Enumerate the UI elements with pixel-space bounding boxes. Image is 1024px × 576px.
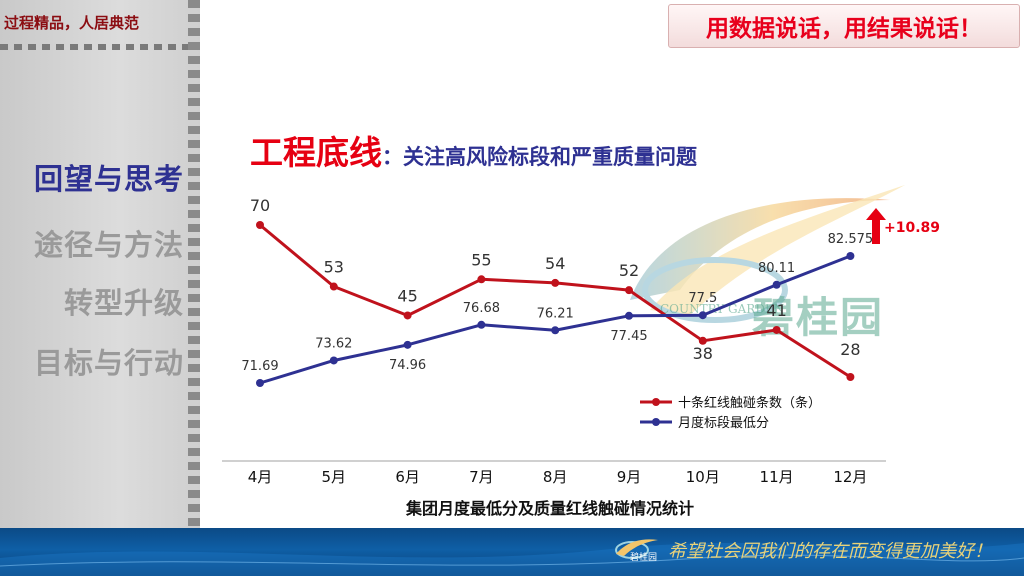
x-tick-label: 9月 [617, 468, 642, 486]
callout-increase: +10.89 [884, 220, 941, 236]
x-tick-label: 12月 [833, 468, 867, 486]
data-label: 82.575 [828, 232, 874, 247]
footer-logo-icon [615, 539, 658, 559]
legend-marker [652, 398, 660, 406]
data-point [551, 326, 560, 335]
x-tick-label: 10月 [686, 468, 720, 486]
data-label: 71.69 [241, 359, 278, 374]
data-label: 54 [545, 254, 565, 273]
data-point [403, 311, 412, 320]
up-arrow-icon [866, 208, 886, 244]
data-label: 53 [324, 258, 344, 277]
data-label: 76.68 [463, 301, 500, 316]
x-tick-label: 5月 [322, 468, 347, 486]
legend-label: 十条红线触碰条数（条） [678, 395, 821, 411]
watermark-logo-icon [630, 185, 905, 323]
data-label: 77.45 [610, 329, 647, 344]
page-title: 工程底线：关注高风险标段和严重质量问题 [250, 126, 697, 174]
data-label: 38 [693, 344, 713, 363]
x-tick-label: 8月 [543, 468, 568, 486]
nav-item-goals[interactable]: 目标与行动 [33, 346, 184, 380]
data-point [625, 286, 633, 295]
data-label: 28 [840, 340, 860, 359]
watermark-name: 碧桂园 [752, 293, 885, 342]
data-point [772, 325, 781, 334]
x-tick-label: 7月 [469, 468, 494, 486]
legend-marker [652, 418, 660, 426]
data-label: 52 [619, 261, 639, 280]
data-label: 80.11 [758, 261, 795, 276]
data-point [846, 373, 855, 381]
data-point [256, 221, 264, 229]
data-label: 45 [397, 286, 417, 305]
left-slogan: 过程精品，人居典范 [4, 14, 140, 32]
data-point [846, 252, 855, 260]
data-point [551, 278, 560, 287]
watermark-en: COUNTRY GARDEN [660, 302, 785, 316]
data-point [698, 311, 707, 320]
data-point [403, 340, 412, 349]
sidebar-stripe [188, 0, 200, 530]
data-point [698, 336, 707, 345]
data-label: 70 [250, 196, 270, 215]
data-label: 76.21 [537, 306, 574, 321]
data-point [256, 379, 264, 387]
legend-label: 月度标段最低分 [678, 415, 769, 431]
data-label: 41 [766, 301, 786, 320]
sidebar [0, 0, 200, 576]
x-tick-label: 6月 [395, 468, 420, 486]
data-point [329, 282, 338, 291]
x-tick-label: 4月 [248, 468, 273, 486]
data-point [772, 280, 781, 289]
footer-brand: 碧桂园 [630, 553, 658, 563]
title-main: 工程底线 [250, 133, 382, 172]
data-label: 55 [471, 250, 491, 269]
footer-slogan: 希望社会因我们的存在而变得更加美好！ [668, 541, 992, 562]
data-point [625, 311, 633, 320]
footer-bar [0, 528, 1024, 576]
chart-title: 集团月度最低分及质量红线触碰情况统计 [405, 499, 694, 518]
title-sub: ：关注高风险标段和严重质量问题 [382, 145, 697, 169]
data-point [329, 356, 338, 365]
banner-text: 用数据说话，用结果说话！ [706, 16, 982, 42]
nav-item-upgrade[interactable]: 转型升级 [63, 286, 184, 320]
data-point [477, 320, 486, 329]
data-label: 73.62 [315, 336, 352, 351]
data-label: 74.96 [389, 358, 426, 373]
data-label: 77.5 [688, 291, 717, 306]
nav-item-review[interactable]: 回望与思考 [33, 162, 184, 196]
nav-item-methods[interactable]: 途径与方法 [33, 228, 184, 262]
top-banner: 用数据说话，用结果说话！ [668, 4, 1020, 48]
x-tick-label: 11月 [760, 468, 794, 486]
sidebar-dashes [0, 44, 188, 50]
series-line-redline [259, 223, 852, 379]
footer-wave [0, 543, 1024, 576]
data-point [477, 275, 486, 284]
